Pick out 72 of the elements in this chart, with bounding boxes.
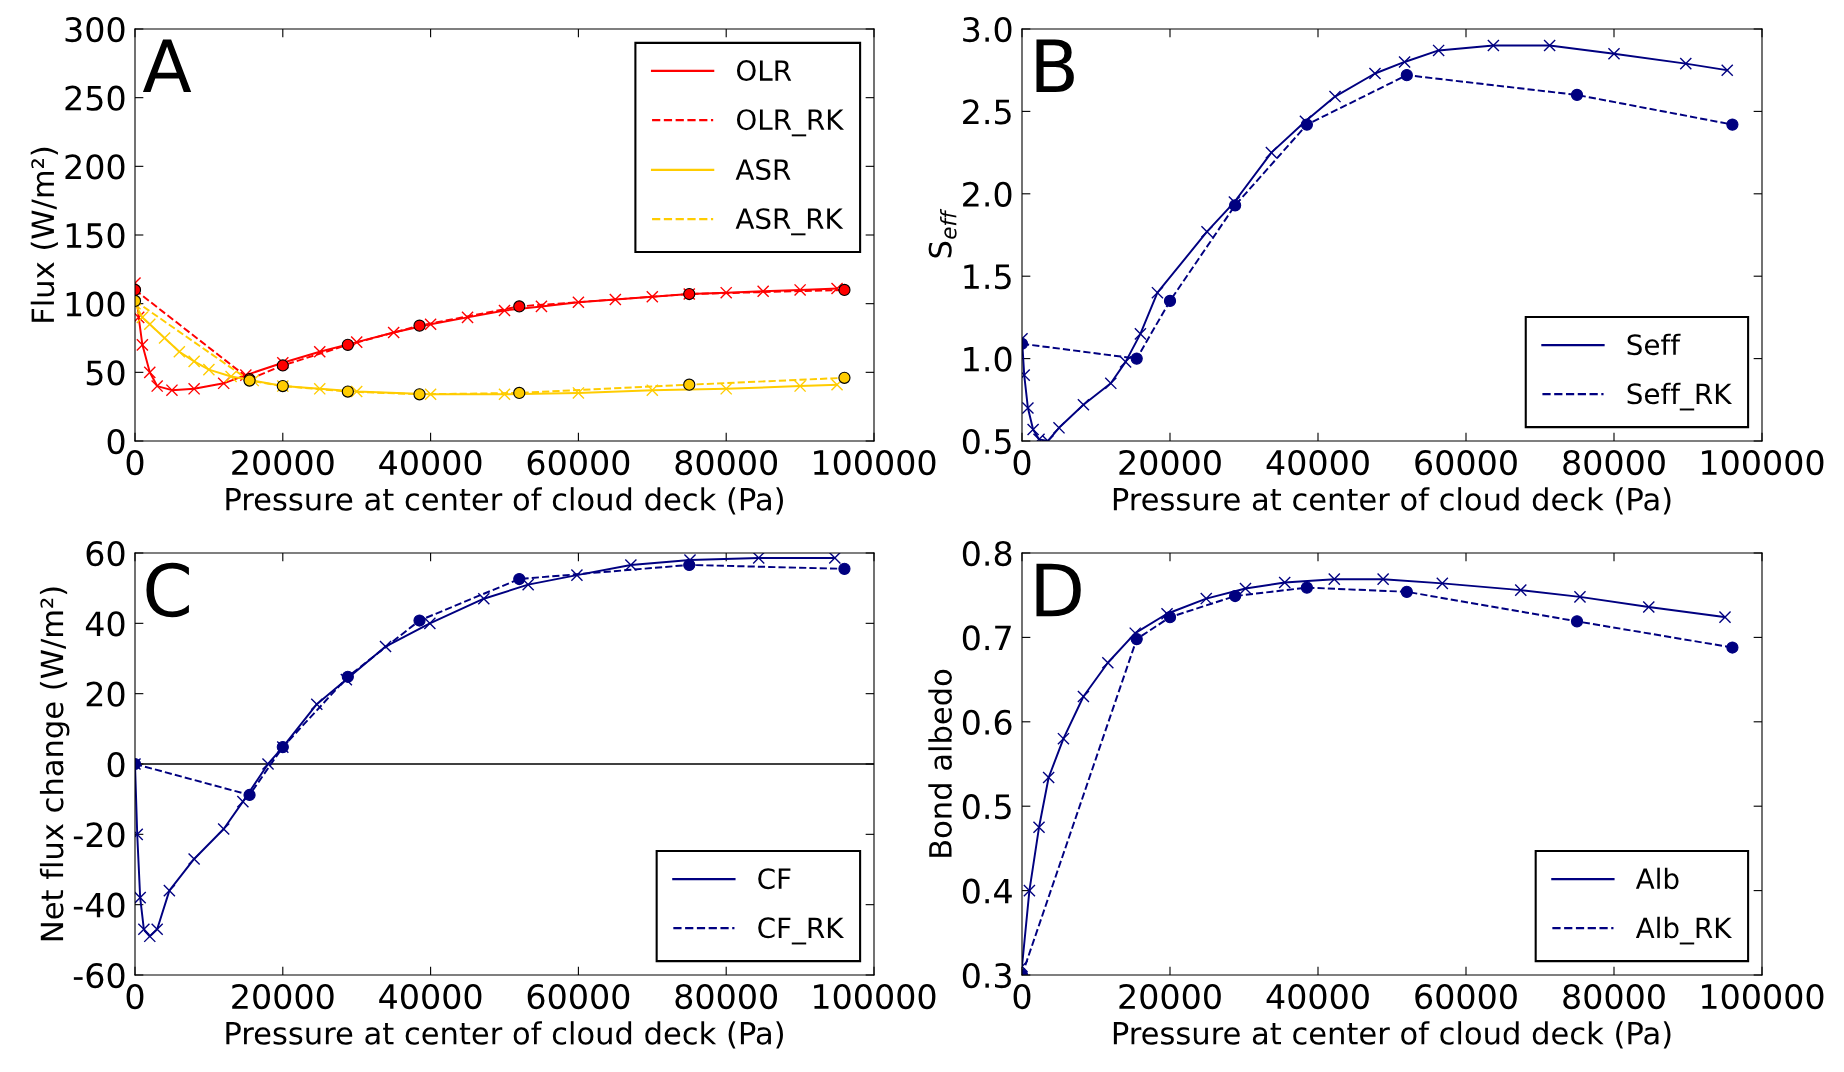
y-tick-label: 40 [85, 611, 125, 637]
x-axis-title: Pressure at center of cloud deck (Pa) [1113, 1021, 1671, 1049]
y-tick-label: -20 [73, 822, 125, 848]
x-tick-label: 60000 [1415, 449, 1517, 476]
legend-label: OLR [736, 60, 792, 82]
x-tick-label: 80000 [675, 449, 777, 476]
x-tick-label: 40000 [379, 449, 482, 476]
y-tick-label: 100 [66, 291, 125, 317]
x-tick-label: 80000 [1563, 449, 1665, 476]
x-tick-label: 60000 [527, 983, 630, 1010]
legend-label: Seff_RK [1627, 382, 1733, 411]
y-axis-title: Net flux change (W/m²) [39, 587, 70, 941]
x-tick-label: 0 [126, 983, 144, 1010]
y-tick-label: 60 [86, 540, 125, 567]
y-tick-label: 250 [65, 85, 125, 111]
x-tick-label: 60000 [527, 449, 630, 476]
y-tick-label: 200 [65, 154, 125, 180]
y-tick-label: 1.0 [964, 346, 1012, 372]
x-tick-label: 80000 [1563, 983, 1665, 1010]
y-tick-label: 1.5 [964, 264, 1011, 290]
x-tick-label: 60000 [1415, 983, 1517, 1010]
legend-label: CF [758, 868, 791, 890]
x-tick-label: 100000 [814, 449, 936, 476]
x-tick-label: 0 [126, 449, 144, 476]
y-tick-label: 0.3 [962, 962, 1011, 989]
y-tick-label: 0.5 [962, 428, 1011, 455]
y-tick-label: -40 [73, 892, 125, 918]
y-tick-label: 0.5 [962, 794, 1011, 820]
annotation: D [1036, 563, 1081, 617]
legend-label: Alb [1635, 867, 1679, 890]
x-tick-label: 20000 [1119, 983, 1221, 1010]
y-tick-label: 0.8 [962, 540, 1012, 567]
y-tick-label: 2.0 [963, 181, 1012, 207]
annotation: A [142, 39, 192, 93]
x-tick-label: 20000 [232, 983, 334, 1010]
x-axis-title: Pressure at center of cloud deck (Pa) [226, 487, 783, 515]
y-tick-label: 3.0 [963, 16, 1012, 43]
y-tick-label: 0 [107, 751, 125, 778]
y-tick-label: 0.6 [962, 709, 1012, 735]
x-tick-label: 100000 [1702, 449, 1824, 476]
legend-label: ASR_RK [735, 208, 844, 236]
y-axis-title: Bond albedo [928, 669, 952, 857]
x-tick-label: 20000 [232, 449, 334, 476]
y-axis-title: Flux (W/m²) [30, 147, 58, 322]
legend-label: Alb_RK [1635, 916, 1733, 945]
y-tick-label: 0.4 [962, 878, 1012, 904]
y-tick-label: 0 [107, 428, 125, 455]
y-axis-title: S$_{eff}$ [928, 208, 957, 258]
x-axis-title: Pressure at center of cloud deck (Pa) [1113, 487, 1671, 515]
legend-label: OLR_RK [736, 109, 845, 137]
legend-label: ASR [735, 159, 791, 181]
y-tick-label: 150 [66, 222, 125, 249]
x-tick-label: 20000 [1119, 449, 1221, 476]
x-tick-label: 40000 [379, 983, 482, 1010]
x-tick-label: 40000 [1266, 449, 1369, 476]
x-tick-label: 0 [1013, 983, 1031, 1010]
x-axis-title: Pressure at center of cloud deck (Pa) [226, 1021, 783, 1049]
y-tick-label: -60 [73, 962, 125, 989]
x-tick-label: 80000 [675, 983, 777, 1010]
legend-label: CF_RK [758, 917, 845, 945]
y-tick-label: 20 [86, 681, 125, 707]
x-tick-label: 40000 [1266, 983, 1369, 1010]
legend-label: Seff [1627, 333, 1681, 356]
x-tick-label: 0 [1013, 449, 1031, 476]
y-tick-label: 0.7 [962, 625, 1011, 651]
y-tick-label: 2.5 [963, 99, 1011, 125]
annotation: C [146, 562, 189, 618]
y-tick-label: 50 [86, 360, 125, 386]
y-tick-label: 300 [65, 16, 125, 43]
x-tick-label: 100000 [814, 983, 936, 1010]
annotation: B [1036, 39, 1074, 93]
x-tick-label: 100000 [1702, 983, 1824, 1010]
